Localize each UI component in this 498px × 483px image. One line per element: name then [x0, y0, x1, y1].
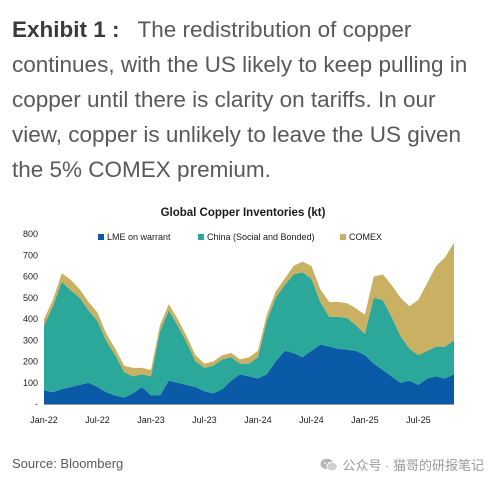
headline-text: The redistribution of copper continues, …: [12, 17, 468, 182]
x-tick-label: Jul-22: [85, 415, 110, 425]
y-tick-label: 400: [23, 314, 38, 324]
x-axis: Jan-22 Jul-22 Jan-23 Jul-23 Jan-24 Jul-24 Jan-…: [30, 404, 454, 425]
chart-legend: LME on warrant China (Social and Bonded) C…: [98, 232, 382, 242]
area-series-china-social-and-bonded: [44, 272, 454, 398]
chart-areas: [44, 242, 454, 404]
watermark-text: 公众号 · 猫哥的研报笔记: [342, 458, 484, 473]
y-tick-label: 300: [23, 335, 38, 345]
y-tick-label: 700: [23, 250, 38, 260]
x-tick-label: Jul-25: [406, 415, 431, 425]
x-tick-label: Jul-24: [299, 415, 324, 425]
headline: Exhibit 1 : The redistribution of copper …: [12, 12, 488, 187]
source-note: Source: Bloomberg: [12, 456, 124, 471]
y-tick-label: 200: [23, 357, 38, 367]
x-tick-label: Jan-22: [30, 415, 58, 425]
y-axis: - 100 200 300 400 500 600 700 800: [23, 229, 38, 409]
exhibit-label: Exhibit 1 :: [12, 17, 120, 42]
y-tick-label: 600: [23, 272, 38, 282]
copper-inventories-chart: Global Copper Inventories (kt) LME on wa…: [23, 207, 454, 425]
legend-label: LME on warrant: [107, 232, 171, 242]
legend-label: COMEX: [349, 232, 382, 242]
x-tick-label: Jan-24: [244, 415, 272, 425]
legend-swatch: [98, 234, 104, 240]
legend-swatch: [340, 234, 346, 240]
wechat-logo-icon: [320, 458, 339, 471]
x-tick-label: Jul-23: [192, 415, 217, 425]
x-tick-label: Jan-25: [351, 415, 379, 425]
legend-label: China (Social and Bonded): [207, 232, 315, 242]
x-tick-label: Jan-23: [137, 415, 165, 425]
watermark: 公众号 · 猫哥的研报笔记: [320, 455, 484, 474]
y-tick-label: 100: [23, 378, 38, 388]
y-tick-label: -: [35, 399, 38, 409]
chart-container: Global Copper Inventories (kt) LME on wa…: [10, 196, 476, 440]
y-tick-label: 500: [23, 293, 38, 303]
area-series-lme-on-warrant: [44, 344, 454, 404]
y-tick-label: 800: [23, 229, 38, 239]
legend-swatch: [198, 234, 204, 240]
chart-title: Global Copper Inventories (kt): [161, 207, 326, 219]
